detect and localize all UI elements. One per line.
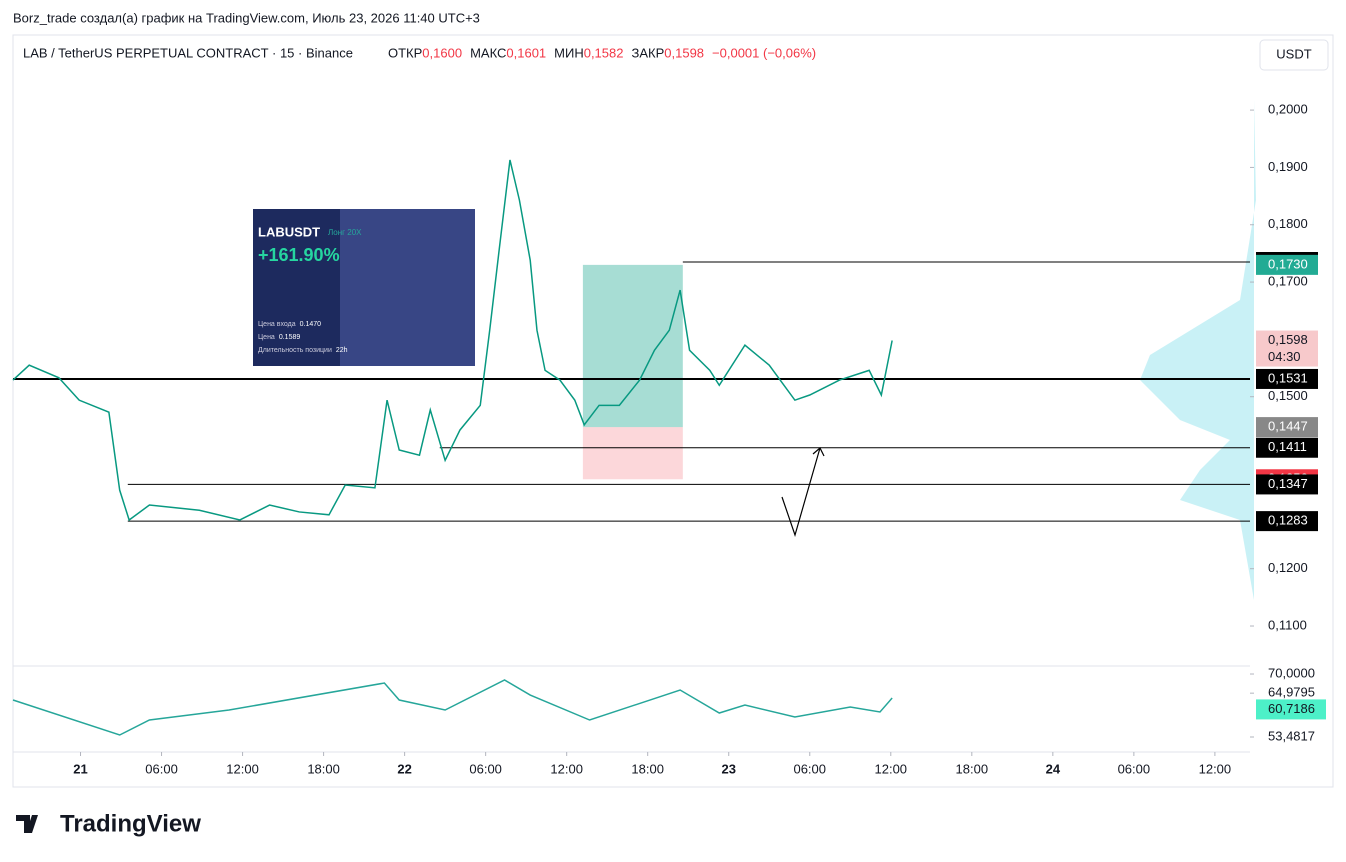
chart-frame — [12, 34, 1334, 788]
price-label: 0,1447 — [1268, 419, 1308, 434]
y-tick-label: 0,1900 — [1268, 159, 1308, 174]
price-label-bg — [1256, 330, 1318, 367]
volume-profile — [1140, 100, 1256, 600]
x-tick-label: 22 — [397, 761, 411, 776]
x-tick-label: 12:00 — [1199, 761, 1232, 776]
osc-tick-label: 64,9795 — [1268, 685, 1315, 700]
x-tick-label: 18:00 — [307, 761, 340, 776]
ohlc-value: 0,1601 — [506, 45, 546, 60]
x-tick-label: 06:00 — [1118, 761, 1151, 776]
price-label-bg — [1256, 254, 1318, 275]
price-label-bg — [1256, 368, 1318, 389]
price-label: 0,1283 — [1268, 513, 1308, 528]
card-row-value: 0.1470 — [300, 321, 322, 328]
price-line — [12, 159, 893, 522]
ohlc-label: ОТКР — [388, 45, 422, 60]
x-tick-label: 06:00 — [793, 761, 826, 776]
x-tick-label: 12:00 — [226, 761, 259, 776]
x-tick-label: 24 — [1046, 761, 1061, 776]
osc-current-bg — [1256, 699, 1326, 720]
price-label: 0,1531 — [1268, 370, 1308, 385]
x-tick-label: 18:00 — [956, 761, 989, 776]
x-tick-label: 23 — [721, 761, 735, 776]
card-row-label: Длительность позиции — [258, 347, 332, 354]
ohlc-value: 0,1600 — [422, 45, 462, 60]
card-pnl: +161.90% — [258, 245, 340, 265]
osc-tick-label: 70,0000 — [1268, 665, 1315, 680]
ohlc-value: 0,1598 — [664, 45, 704, 60]
brand: TradingView — [60, 810, 201, 837]
x-tick-label: 12:00 — [550, 761, 583, 776]
x-tick-label: 06:00 — [145, 761, 178, 776]
ohlc-value: 0,1582 — [584, 45, 624, 60]
price-label: 0,1411 — [1268, 439, 1307, 454]
currency-button[interactable] — [1259, 39, 1329, 71]
card-symbol: LABUSDT — [258, 224, 320, 239]
y-tick-label: 0,1500 — [1268, 388, 1308, 403]
price-label-bg — [1256, 511, 1318, 532]
x-tick-label: 18:00 — [631, 761, 664, 776]
position-loss — [582, 427, 683, 480]
ohlc-label: МИН — [554, 45, 584, 60]
card-art — [340, 209, 475, 366]
currency[interactable]: USDT — [1276, 46, 1311, 61]
y-tick-label: 0,2000 — [1268, 102, 1308, 117]
price-label-bg — [1256, 437, 1318, 458]
x-tick-label: 21 — [73, 761, 87, 776]
pnl-card: LABUSDT Лонг 20X +161.90% — [253, 209, 475, 366]
card-row-label: Цена — [258, 334, 275, 341]
osc-tick-label: 53,4817 — [1268, 728, 1315, 743]
logo: TradingView — [16, 810, 201, 837]
x-tick-label: 06:00 — [469, 761, 502, 776]
position-profit — [582, 264, 683, 428]
osc-current: 60,7186 — [1268, 701, 1315, 716]
logo-mark — [16, 815, 38, 833]
card-row-label: Цена входа — [258, 321, 296, 328]
y-tick-label: 0,1100 — [1268, 617, 1307, 632]
card-row-value: 0.1589 — [279, 334, 301, 341]
card-side: Лонг 20X — [328, 228, 362, 237]
symbol: LAB / TetherUS PERPETUAL CONTRACT · 15 ·… — [23, 45, 353, 60]
ohlc-label: МАКС — [470, 45, 506, 60]
countdown: 04:30 — [1268, 349, 1301, 364]
y-tick-label: 0,1800 — [1268, 216, 1308, 231]
change: −0,0001 (−0,06%) — [712, 45, 816, 60]
price-label: 0,1730 — [1268, 256, 1308, 271]
credit: Borz_trade создал(а) график на TradingVi… — [13, 10, 480, 25]
x-tick-label: 12:00 — [875, 761, 908, 776]
price-label-bg — [1256, 417, 1318, 438]
card-row-value: 22h — [336, 347, 348, 354]
drawing-arrow — [781, 447, 821, 537]
ohlc-label: ЗАКР — [631, 45, 664, 60]
y-tick-label: 0,1200 — [1268, 560, 1308, 575]
oscillator-line — [12, 679, 893, 736]
price-label: 0,1347 — [1268, 476, 1308, 491]
y-tick-label: 0,1700 — [1268, 274, 1308, 289]
price-label-bg — [1256, 474, 1318, 495]
price-label: 0,1598 — [1268, 332, 1308, 347]
